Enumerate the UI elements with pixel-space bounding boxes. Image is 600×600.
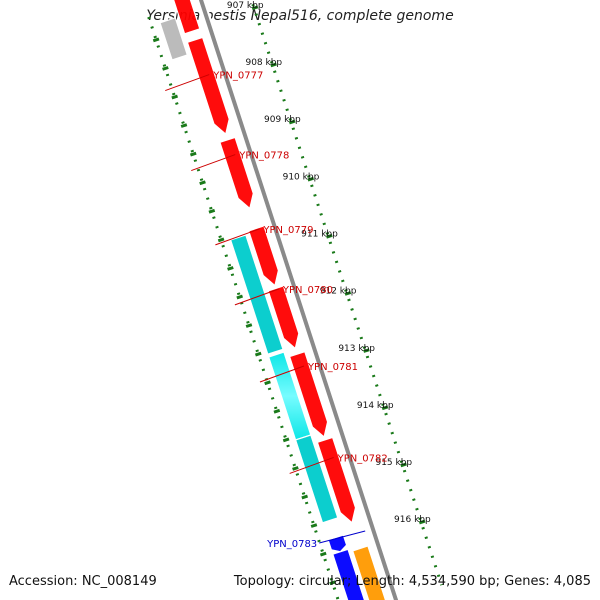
track-tick [301,494,309,500]
scale-tick [307,176,315,182]
accession-text: Accession: NC_008149 [9,574,157,589]
gene-label-leader [289,456,334,474]
scale-tick-label: 908 kbp [245,58,282,68]
map-title: Yersinia pestis Nepal516, complete genom… [146,8,454,24]
gene-feature [247,225,280,287]
track-tick [292,466,299,471]
track-tick [152,37,160,43]
gene-label-leader [215,228,260,246]
gene-feature [316,436,357,524]
track-tick [162,66,169,71]
track-tick [264,380,271,386]
gene-feature [219,136,254,210]
track-tick [319,551,327,557]
gene-label-leader [191,154,236,172]
track-tick [245,323,253,328]
scale-tick-label: 913 kbp [338,344,375,354]
right-dotted-track [147,16,340,600]
gene-label: YPN_0781 [307,362,358,373]
scale-tick-label: 914 kbp [357,401,394,411]
scale-tick [325,233,333,239]
scale-tick [363,348,370,353]
scale-tick-label: 915 kbp [375,458,412,468]
gene-label-leader [234,288,280,306]
backbone-line [198,0,399,600]
scale-tick [418,519,426,525]
scale-tick [400,462,407,468]
track-tick [180,123,188,128]
scale-tick-label: 910 kbp [283,172,320,182]
gene-label-leader [319,530,366,544]
track-tick [329,580,336,586]
track-tick [217,237,225,243]
gene-label: YPN_0777 [212,71,263,82]
track-tick [236,294,244,300]
track-tick [171,94,179,100]
scale-tick [381,405,389,411]
gene-label-leader [259,365,305,383]
gene-label-leader [165,74,210,92]
gene-feature [267,285,300,350]
track-tick [227,266,234,271]
track-tick [273,408,281,414]
track-tick [199,180,206,186]
gene-feature [173,0,201,35]
track-tick [208,208,216,214]
gene-label: YPN_0779 [262,225,313,236]
gene-feature [332,548,366,600]
gene-feature [229,234,284,355]
gene-feature [159,17,189,61]
scale-tick [288,119,296,125]
gene-feature [327,534,348,553]
gene-label: YPN_0783 [266,539,317,550]
scale-tick-label: 909 kbp [264,115,301,125]
gene-label: YPN_0778 [238,151,289,162]
track-tick [254,351,262,357]
track-tick [189,151,197,157]
gene-label: YPN_0782 [337,453,388,464]
gene-feature [351,545,387,600]
scale-tick-label: 907 kbp [227,1,264,11]
scale-tick-label: 916 kbp [394,515,431,525]
scale-tick [270,62,277,68]
scale-tick-label: 911 kbp [301,230,338,240]
gene-label: YPN_0780 [282,285,333,296]
scale-tick [344,291,352,296]
track-tick [310,523,318,528]
scale-tick [251,5,259,11]
genome-summary: Topology: circular; Length: 4,534,590 bp… [233,574,591,589]
track-tick [282,437,290,443]
scale-tick-label: 912 kbp [320,287,357,297]
gene-feature [186,36,230,136]
gene-feature [288,350,329,439]
gene-feature [294,434,339,524]
